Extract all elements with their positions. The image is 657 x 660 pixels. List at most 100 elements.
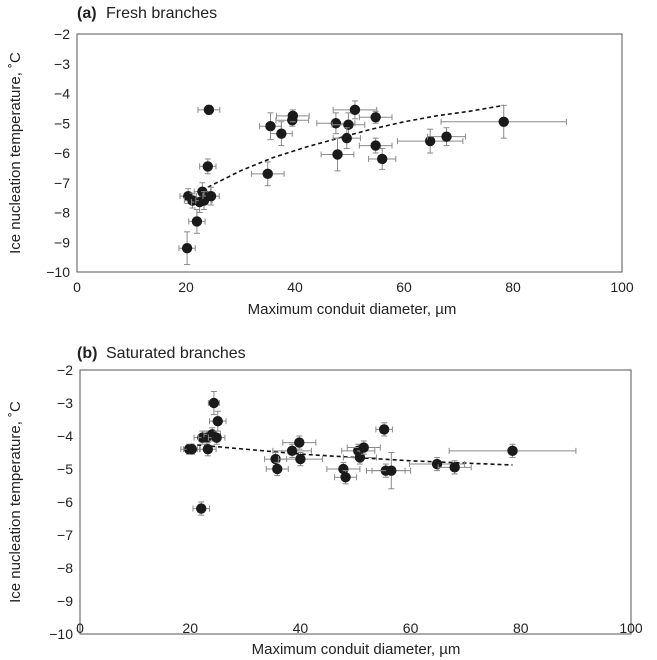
point-marker [294, 437, 305, 448]
panel-b-trendline [190, 443, 513, 466]
panel-b-x-ticks: 0 20 40 60 80 100 [76, 620, 643, 636]
point-marker [208, 397, 220, 409]
panel-b-y-ticks: −2 −3 −4 −5 −6 −7 −8 −9 −10 [49, 362, 73, 642]
panel-a-x-tick-label: 100 [610, 279, 634, 295]
data-point [250, 161, 285, 187]
panel-a-y-tick-label: −5 [54, 115, 70, 131]
panel-b-y-tick-label: −7 [57, 527, 73, 543]
panel-b-tag: (b) [77, 345, 97, 362]
panel-b-trendline-path [190, 443, 513, 466]
data-point [207, 390, 220, 416]
data-point [334, 470, 358, 485]
point-marker [205, 190, 217, 202]
panel-b-y-tick-label: −9 [57, 593, 73, 609]
panel-a-x-axis-label: Maximum conduit diameter, µm [248, 301, 457, 318]
data-point [440, 104, 567, 139]
panel-b-x-tick-label: 60 [403, 620, 419, 636]
point-marker [191, 216, 203, 227]
panel-b-title: Saturated branches [106, 345, 246, 362]
data-point [188, 209, 206, 234]
point-marker [196, 503, 207, 514]
data-point [358, 137, 393, 154]
data-point [269, 121, 293, 147]
point-marker [424, 135, 436, 147]
data-point [375, 422, 393, 437]
data-point [346, 440, 381, 455]
point-marker [202, 444, 214, 455]
data-point [178, 231, 196, 266]
point-marker [370, 112, 381, 123]
data-point [426, 127, 467, 147]
panel-a-x-ticks: 0 20 40 60 80 100 [73, 279, 634, 295]
data-point [332, 127, 361, 150]
panel-a-y-tick-label: −6 [54, 145, 70, 161]
panel-a-x-tick-label: 0 [73, 279, 81, 295]
point-marker [377, 153, 388, 165]
data-point [448, 443, 577, 458]
data-point [358, 110, 393, 124]
panel-b-x-tick-label: 20 [182, 620, 198, 636]
panel-a-trendline-path [207, 104, 504, 188]
panel-a-y-ticks: −2 −3 −4 −5 −6 −7 −8 −9 −10 [46, 26, 70, 280]
panel-b-points [180, 390, 577, 516]
data-point [272, 443, 312, 458]
panel-b-y-tick-label: −2 [57, 362, 73, 378]
point-marker [378, 424, 390, 435]
point-marker [286, 445, 298, 457]
panel-a-title: Fresh branches [106, 5, 217, 22]
data-point [332, 100, 378, 120]
point-marker [181, 243, 193, 254]
point-marker [354, 452, 366, 463]
point-marker [211, 432, 222, 443]
panel-b-x-tick-label: 100 [619, 620, 643, 636]
panel-b-x-tick-label: 40 [293, 620, 309, 636]
point-marker [386, 465, 397, 476]
data-point [199, 442, 217, 457]
panel-a-x-tick-label: 60 [396, 279, 412, 295]
point-marker [431, 458, 443, 470]
panel-a: (a) Fresh branches Maximum conduit diame… [7, 5, 634, 318]
panel-b-y-tick-label: −3 [57, 395, 73, 411]
point-marker [202, 161, 213, 172]
data-point [368, 148, 397, 170]
panel-a-y-axis-label: Ice nucleation temperature, ˚C [7, 52, 24, 254]
data-point [396, 128, 464, 154]
panel-b-x-tick-label: 0 [76, 620, 84, 636]
data-point [277, 452, 323, 467]
point-marker [330, 118, 342, 129]
point-marker [370, 140, 381, 151]
panel-a-trendline [207, 104, 504, 188]
point-marker [507, 445, 518, 457]
panel-a-y-tick-label: −2 [54, 26, 70, 42]
point-marker [203, 104, 215, 116]
point-marker [343, 119, 354, 130]
data-point [183, 443, 201, 455]
panel-a-x-tick-label: 40 [287, 279, 303, 295]
data-point [437, 460, 472, 475]
point-marker [340, 472, 351, 483]
panel-a-x-tick-label: 20 [178, 279, 194, 295]
point-marker [332, 149, 343, 160]
data-point [199, 158, 217, 175]
data-point [202, 186, 220, 206]
panel-a-y-tick-label: −7 [54, 175, 70, 191]
data-point [282, 435, 317, 450]
point-marker [341, 132, 352, 144]
point-marker [272, 463, 283, 475]
point-marker [349, 104, 361, 116]
panel-b-y-tick-label: −10 [49, 626, 73, 642]
point-marker [287, 110, 299, 122]
panel-a-points [178, 100, 567, 266]
panel-b-y-tick-label: −5 [57, 461, 73, 477]
point-marker [358, 442, 369, 453]
point-marker [498, 116, 509, 127]
point-marker [212, 415, 223, 427]
data-point [342, 450, 377, 465]
panel-b-y-tick-label: −6 [57, 494, 73, 510]
point-marker [441, 131, 452, 142]
panel-a-y-tick-label: −10 [46, 264, 70, 280]
panel-b-y-tick-label: −8 [57, 560, 73, 576]
data-point [265, 461, 289, 477]
point-marker [186, 444, 198, 455]
panel-a-x-tick-label: 80 [505, 279, 521, 295]
